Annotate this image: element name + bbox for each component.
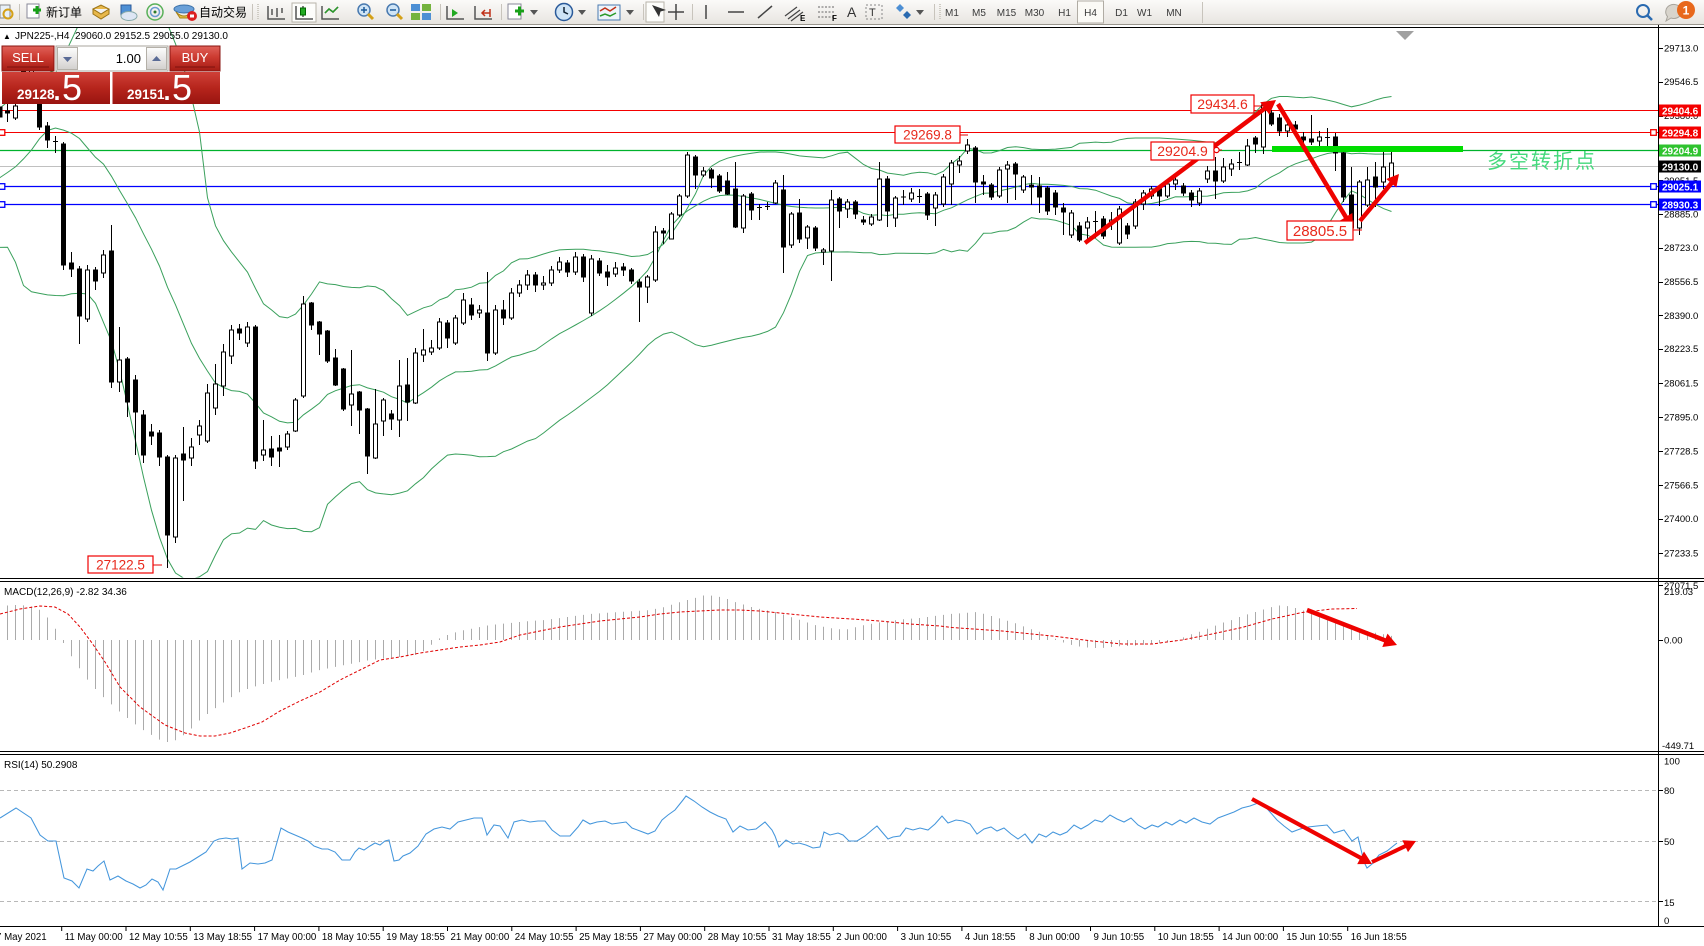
svg-text:29294.8: 29294.8 (1662, 128, 1699, 139)
svg-text:7 May 2021: 7 May 2021 (0, 932, 47, 943)
svg-text:W1: W1 (1137, 8, 1152, 19)
svg-text:24 May 10:55: 24 May 10:55 (515, 932, 574, 943)
svg-text:31 May 18:55: 31 May 18:55 (772, 932, 831, 943)
svg-text:27400.0: 27400.0 (1664, 514, 1698, 525)
svg-text:15: 15 (1664, 898, 1675, 909)
svg-text:219.03: 219.03 (1664, 587, 1693, 598)
svg-text:13 May 18:55: 13 May 18:55 (193, 932, 252, 943)
svg-text:T: T (869, 7, 876, 19)
svg-text:D1: D1 (1115, 8, 1128, 19)
svg-text:21 May 00:00: 21 May 00:00 (451, 932, 510, 943)
svg-text:29151: 29151 (127, 87, 165, 102)
svg-text:29434.6: 29434.6 (1197, 96, 1248, 112)
svg-text:12 May 10:55: 12 May 10:55 (129, 932, 188, 943)
svg-text:1: 1 (1683, 4, 1690, 18)
svg-text:.5: .5 (162, 67, 192, 108)
svg-text:14 Jun 00:00: 14 Jun 00:00 (1222, 932, 1279, 943)
svg-text:M15: M15 (997, 8, 1017, 19)
svg-text:19 May 18:55: 19 May 18:55 (386, 932, 445, 943)
svg-text:29404.6: 29404.6 (1662, 106, 1699, 117)
svg-text:多空转折点: 多空转折点 (1487, 150, 1597, 173)
svg-text:29204.9: 29204.9 (1157, 143, 1208, 159)
svg-text:▲: ▲ (3, 32, 11, 41)
svg-text:11 May 00:00: 11 May 00:00 (65, 932, 124, 943)
svg-text:27233.5: 27233.5 (1664, 548, 1698, 559)
svg-text:29130.0: 29130.0 (1662, 162, 1699, 173)
svg-text:29269.8: 29269.8 (903, 127, 952, 142)
svg-text:M1: M1 (945, 8, 959, 19)
svg-text:28723.0: 28723.0 (1664, 243, 1698, 254)
svg-text:H1: H1 (1058, 8, 1071, 19)
svg-text:28885.0: 28885.0 (1664, 209, 1698, 220)
svg-text:29546.5: 29546.5 (1664, 77, 1698, 88)
svg-text:18 May 10:55: 18 May 10:55 (322, 932, 381, 943)
svg-text:.5: .5 (52, 67, 82, 108)
svg-text:27 May 00:00: 27 May 00:00 (643, 932, 702, 943)
svg-text:28390.0: 28390.0 (1664, 311, 1698, 322)
svg-text:17 May 00:00: 17 May 00:00 (258, 932, 317, 943)
svg-text:28 May 10:55: 28 May 10:55 (708, 932, 767, 943)
svg-text:29128: 29128 (17, 87, 55, 102)
svg-text:50: 50 (1664, 837, 1675, 848)
svg-text:28805.5: 28805.5 (1293, 223, 1347, 240)
svg-text:4 Jun 18:55: 4 Jun 18:55 (965, 932, 1016, 943)
svg-text:0: 0 (1664, 916, 1669, 927)
svg-text:3 Jun 10:55: 3 Jun 10:55 (901, 932, 952, 943)
svg-text:2 Jun 00:00: 2 Jun 00:00 (836, 932, 887, 943)
svg-text:29380.0: 29380.0 (1664, 111, 1698, 122)
svg-text:M5: M5 (972, 8, 986, 19)
svg-text:29204.9: 29204.9 (1662, 146, 1699, 157)
svg-text:SELL: SELL (12, 50, 44, 65)
svg-text:15 Jun 10:55: 15 Jun 10:55 (1286, 932, 1342, 943)
svg-text:MN: MN (1166, 8, 1182, 19)
svg-text:27895.0: 27895.0 (1664, 413, 1698, 424)
svg-text:M30: M30 (1025, 8, 1045, 19)
svg-text:A: A (847, 4, 857, 20)
svg-text:27566.5: 27566.5 (1664, 480, 1698, 491)
svg-text:BUY: BUY (182, 50, 209, 65)
svg-text:9 Jun 10:55: 9 Jun 10:55 (1094, 932, 1145, 943)
svg-text:E: E (800, 14, 806, 23)
svg-text:29713.0: 29713.0 (1664, 43, 1698, 54)
svg-text:28556.5: 28556.5 (1664, 277, 1698, 288)
svg-text:新订单: 新订单 (46, 5, 82, 20)
svg-text:16 Jun 18:55: 16 Jun 18:55 (1351, 932, 1407, 943)
svg-text:-449.71: -449.71 (1662, 741, 1694, 752)
svg-text:JPN225-,H4 29060.0 29152.5 29: JPN225-,H4 29060.0 29152.5 29055.0 29130… (15, 31, 228, 42)
svg-text:自动交易: 自动交易 (199, 5, 247, 20)
svg-text:100: 100 (1664, 757, 1680, 768)
svg-text:1.00: 1.00 (116, 51, 141, 66)
svg-text:27122.5: 27122.5 (96, 557, 145, 572)
svg-text:0.00: 0.00 (1664, 636, 1683, 647)
svg-text:27728.5: 27728.5 (1664, 447, 1698, 458)
svg-text:8 Jun 00:00: 8 Jun 00:00 (1029, 932, 1080, 943)
svg-text:27071.5: 27071.5 (1664, 581, 1698, 592)
svg-text:28061.5: 28061.5 (1664, 379, 1698, 390)
svg-text:25 May 18:55: 25 May 18:55 (579, 932, 638, 943)
svg-text:F: F (832, 14, 837, 23)
svg-text:29025.1: 29025.1 (1662, 182, 1699, 193)
svg-text:28223.5: 28223.5 (1664, 344, 1698, 355)
svg-text:28930.3: 28930.3 (1662, 200, 1699, 211)
svg-text:80: 80 (1664, 786, 1675, 797)
svg-text:RSI(14) 50.2908: RSI(14) 50.2908 (4, 760, 78, 771)
svg-text:MACD(12,26,9) -2.82 34.36: MACD(12,26,9) -2.82 34.36 (4, 587, 127, 598)
svg-text:10 Jun 18:55: 10 Jun 18:55 (1158, 932, 1214, 943)
svg-text:H4: H4 (1084, 8, 1097, 19)
